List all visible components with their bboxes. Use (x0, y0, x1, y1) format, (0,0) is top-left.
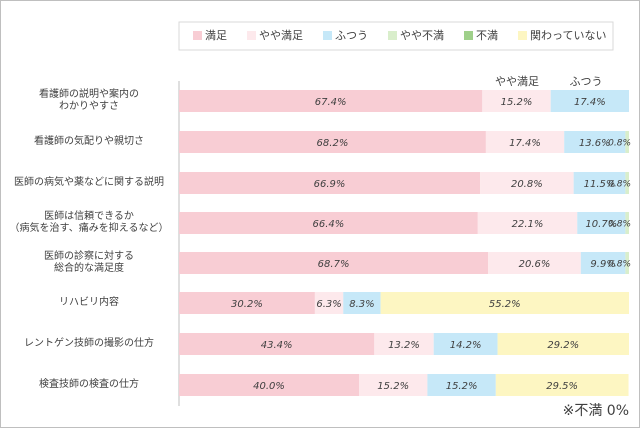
legend-swatch (464, 31, 473, 40)
data-label: 55.2% (489, 299, 521, 310)
bar-segment (179, 252, 489, 274)
data-label: 13.6% (579, 138, 611, 149)
category-label: 医師は信頼できるか （病気を治す、痛みを抑えるなど） (9, 211, 169, 234)
data-label: 20.6% (519, 259, 551, 270)
data-label: 0.8% (608, 220, 631, 230)
data-label: 6.3% (316, 299, 341, 310)
data-label: 67.4% (315, 97, 347, 108)
data-label: 66.9% (314, 179, 346, 190)
bar-segment (433, 333, 498, 355)
data-label: 43.4% (261, 340, 293, 351)
data-label: 22.1% (512, 219, 544, 230)
data-label: 66.4% (313, 219, 345, 230)
data-label: 30.2% (231, 299, 263, 310)
annotation: やや満足 (495, 75, 539, 88)
data-label: 0.8% (608, 180, 631, 190)
data-label: 29.2% (547, 340, 579, 351)
bar-segment (179, 374, 359, 396)
data-label: 68.7% (318, 259, 350, 270)
legend-swatch (323, 31, 332, 40)
legend-label: 不満 (476, 29, 498, 42)
data-label: 0.8% (608, 260, 631, 270)
legend-label: 関わっていない (530, 29, 606, 42)
data-label: 20.8% (511, 179, 543, 190)
bar-segment (374, 333, 434, 355)
data-label: 10.7% (585, 219, 617, 230)
bar-segment (580, 252, 626, 274)
legend-label: ふつう (335, 29, 368, 42)
bar-segment (179, 90, 483, 112)
category-label: 看護師の気配りや親切さ (34, 136, 144, 147)
data-label: 40.0% (253, 381, 285, 392)
legend-swatch (193, 31, 202, 40)
bar-segment (573, 172, 626, 194)
category-label: 看護師の説明や案内の わかりやすさ (39, 89, 139, 112)
bar-segment (359, 374, 428, 396)
data-label: 17.4% (509, 138, 541, 149)
legend-swatch (518, 31, 527, 40)
data-label: 9.9% (590, 259, 615, 270)
bar-segment (480, 172, 574, 194)
data-label: 8.3% (349, 299, 374, 310)
legend-label: 満足 (205, 29, 227, 42)
data-label: 17.4% (574, 97, 606, 108)
legend-box (178, 21, 614, 51)
footnote: ※不満 0% (563, 403, 629, 419)
bar-segment (427, 374, 496, 396)
legend-swatch (247, 31, 256, 40)
data-label: 14.2% (450, 340, 482, 351)
bar-segment (343, 292, 381, 314)
bar-segment (625, 131, 629, 153)
bar-segment (488, 252, 581, 274)
bar-segment (625, 172, 629, 194)
bar-segment (482, 90, 551, 112)
bar-segment (179, 333, 375, 355)
bar-segment (577, 212, 626, 234)
category-label: レントゲン技師の撮影の仕方 (24, 338, 154, 349)
bar-segment (625, 212, 629, 234)
data-label: 11.5% (584, 179, 616, 190)
bar-segment (495, 374, 629, 396)
legend-swatch (388, 31, 397, 40)
data-label: 68.2% (317, 138, 349, 149)
category-label: 検査技師の検査の仕方 (39, 379, 139, 390)
data-label: 15.2% (377, 381, 409, 392)
bar-segment (179, 172, 481, 194)
bar-segment (314, 292, 344, 314)
bar-segment (550, 90, 629, 112)
bar-segment (625, 252, 629, 274)
legend-label: やや満足 (259, 29, 303, 42)
data-label: 0.8% (608, 139, 631, 149)
data-label: 13.2% (388, 340, 420, 351)
legend-label: やや不満 (400, 29, 444, 42)
data-label: 15.2% (446, 381, 478, 392)
bar-segment (477, 212, 578, 234)
annotation: ふつう (570, 75, 603, 88)
data-label: 29.5% (546, 381, 578, 392)
category-label: 医師の診察に対する 総合的な満足度 (44, 251, 134, 274)
category-label: 医師の病気や薬などに関する説明 (14, 177, 164, 188)
bar-segment (497, 333, 629, 355)
bar-segment (179, 212, 478, 234)
bar-segment (179, 292, 315, 314)
bar-segment (179, 131, 486, 153)
bar-segment (485, 131, 565, 153)
data-label: 15.2% (501, 97, 533, 108)
category-label: リハビリ内容 (59, 297, 119, 308)
bar-segment (380, 292, 629, 314)
bar-segment (564, 131, 626, 153)
